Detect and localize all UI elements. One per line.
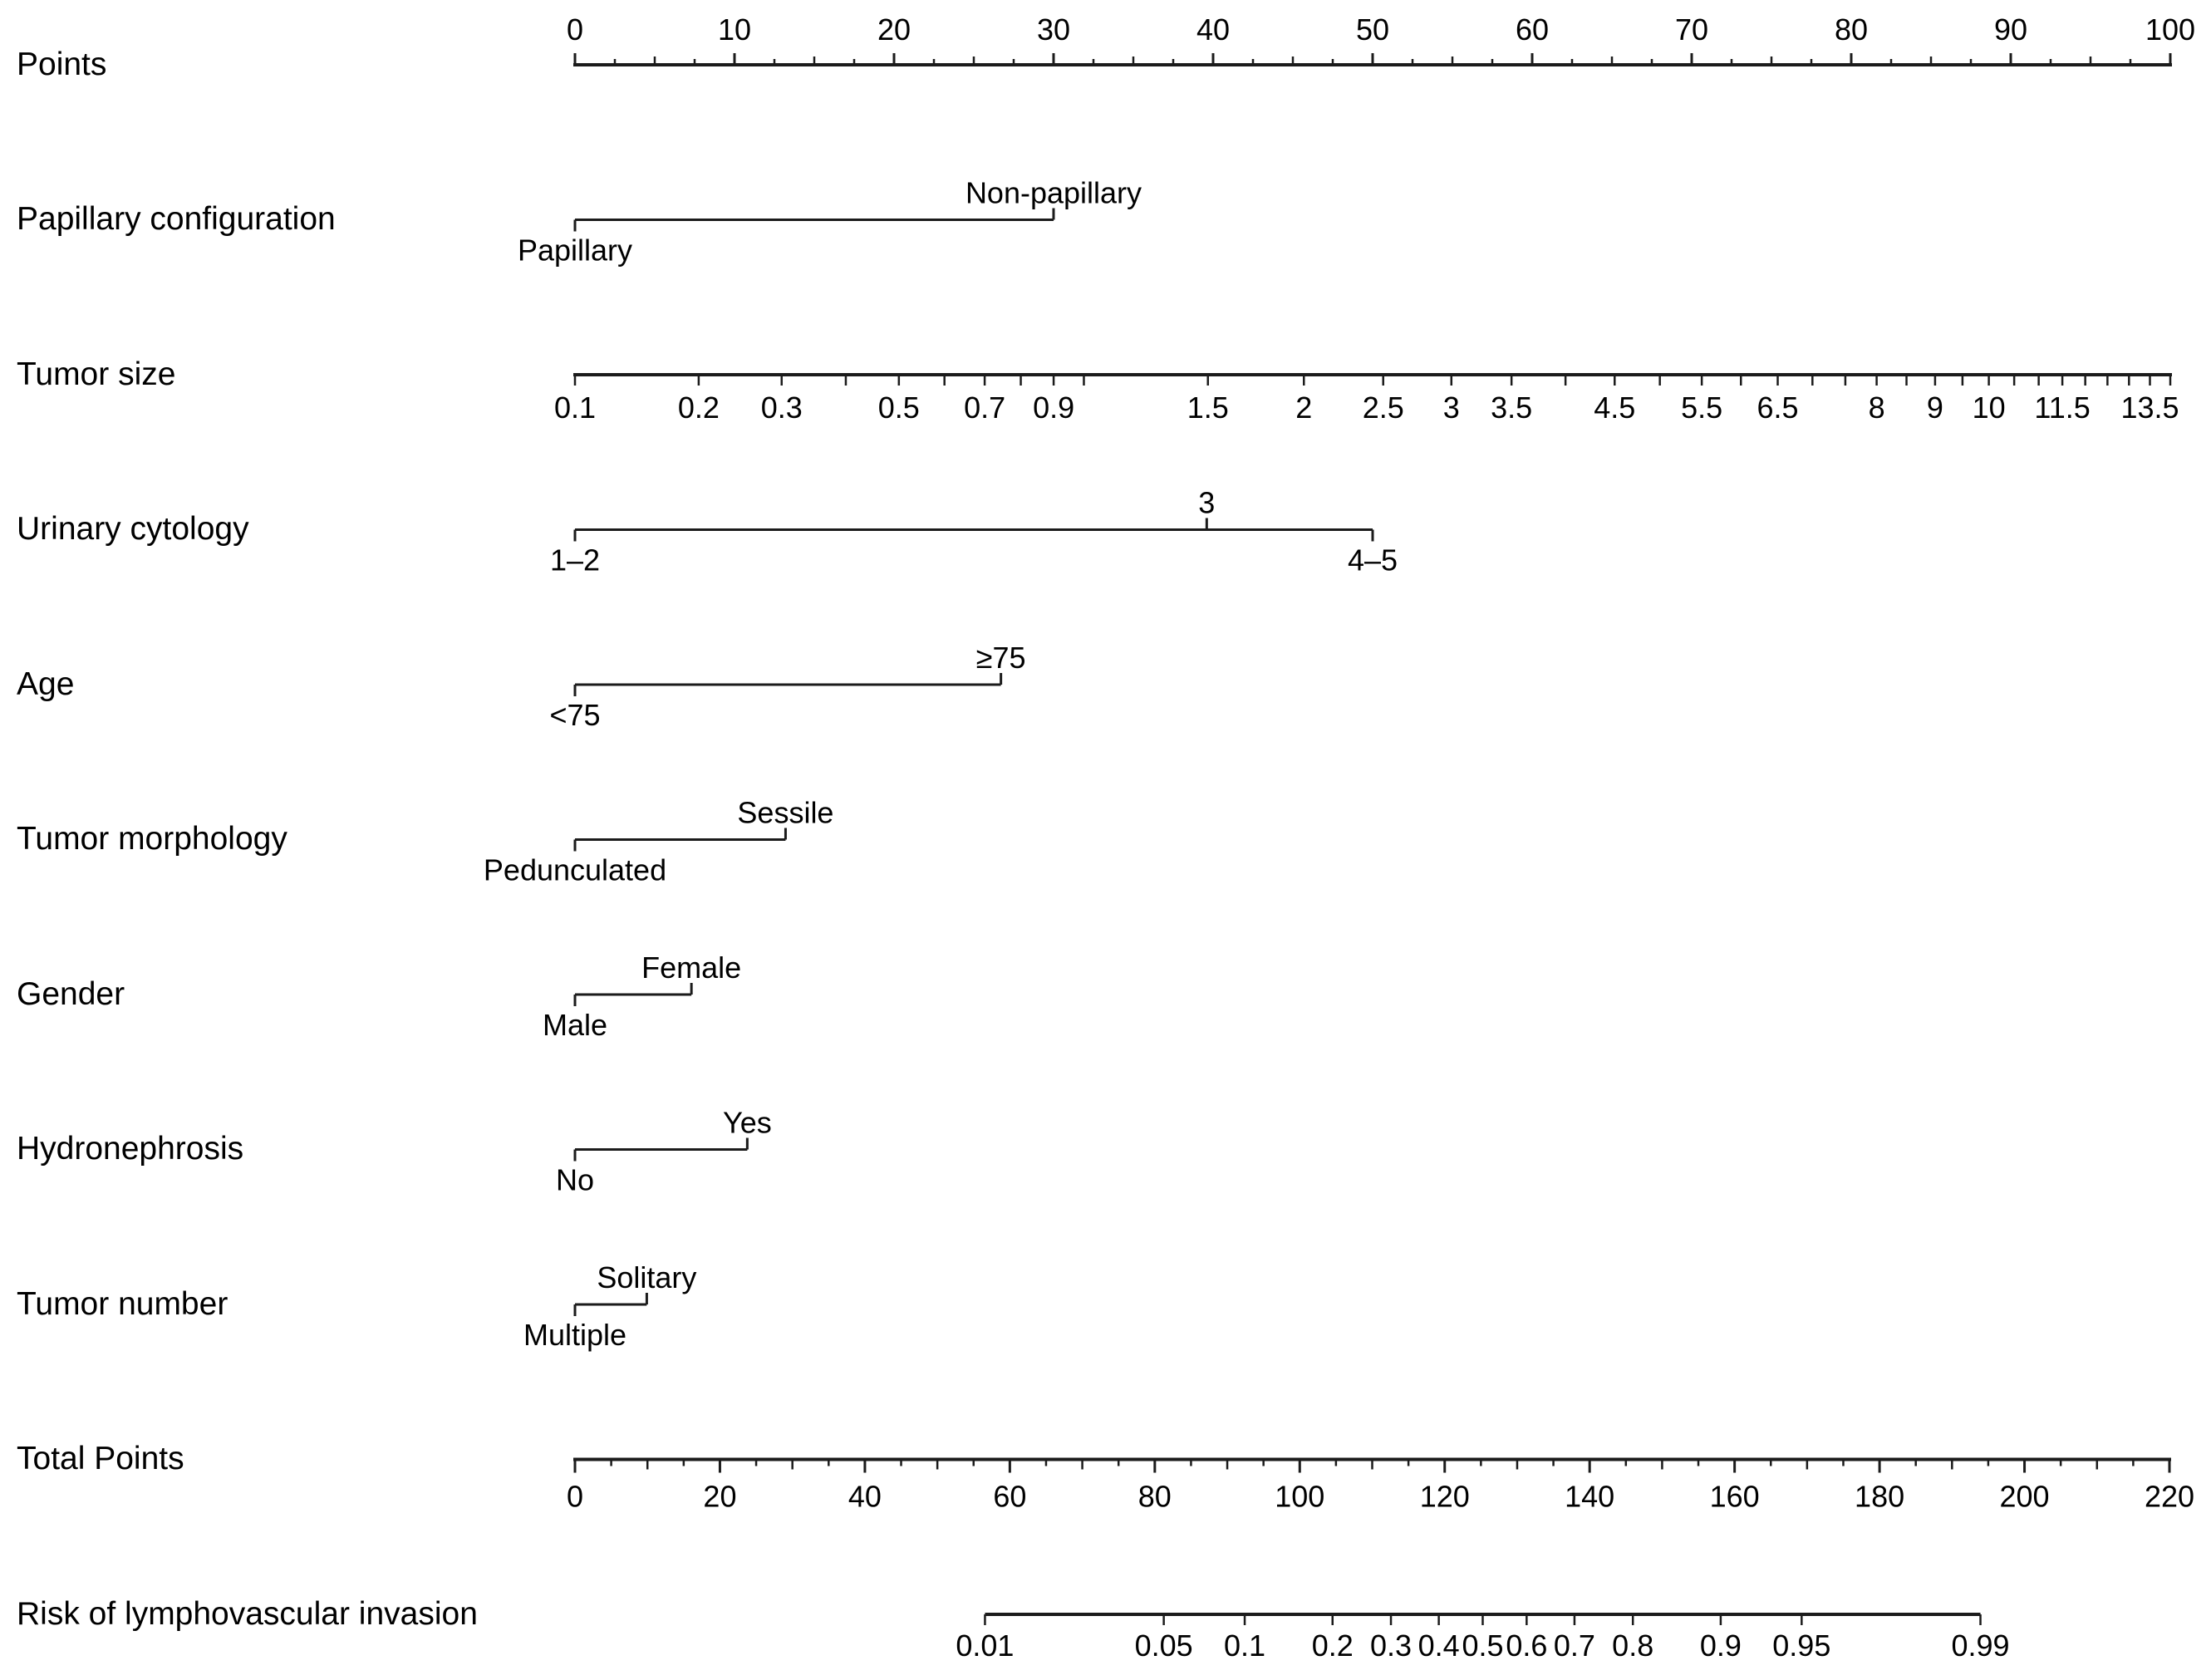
total-points-tick-label: 100: [1275, 1480, 1324, 1514]
total-points-tick-label: 120: [1420, 1480, 1470, 1514]
total-points-tick-label: 220: [2145, 1480, 2194, 1514]
risk-tick-label: 0.2: [1312, 1628, 1354, 1663]
tumor-size-tick-label: 0.1: [554, 391, 596, 425]
age-category-label: <75: [549, 698, 600, 732]
tumor-size-tick-label: 2: [1295, 391, 1312, 425]
tumor-size-tick-label: 11.5: [2034, 391, 2090, 425]
risk-tick-label: 0.7: [1554, 1628, 1595, 1663]
tumor-size-tick-label: 4.5: [1594, 391, 1635, 425]
tumor-size-tick-label: 0.9: [1033, 391, 1074, 425]
points-tick-label: 50: [1356, 12, 1389, 47]
total-points-tick-label: 140: [1565, 1480, 1614, 1514]
tumor-size-tick-label: 6.5: [1757, 391, 1799, 425]
tumor-size-tick-label: 13.5: [2120, 391, 2179, 425]
tumor-size-tick-label: 2.5: [1363, 391, 1404, 425]
tumor-size-tick-label: 5.5: [1681, 391, 1722, 425]
risk-tick-label: 0.9: [1700, 1628, 1742, 1663]
urinary_cytology-category-label: 1–2: [550, 543, 600, 577]
points-tick-label: 70: [1675, 12, 1708, 47]
age-category-label: ≥75: [976, 641, 1026, 675]
risk-tick-label: 0.95: [1772, 1628, 1830, 1663]
tumor_number-category-label: Multiple: [523, 1318, 626, 1352]
tumor-size-tick-label: 1.5: [1187, 391, 1229, 425]
row-label-risk: Risk of lymphovascular invasion: [17, 1596, 478, 1632]
points-tick-label: 40: [1196, 12, 1230, 47]
risk-tick-label: 0.5: [1462, 1628, 1503, 1663]
hydronephrosis-category-label: Yes: [723, 1106, 772, 1140]
gender-category-label: Female: [641, 951, 741, 985]
gender-category-label: Male: [543, 1008, 607, 1042]
risk-tick-label: 0.6: [1506, 1628, 1547, 1663]
risk-tick-label: 0.05: [1135, 1628, 1193, 1663]
points-tick-label: 10: [718, 12, 751, 47]
risk-tick-label: 0.99: [1951, 1628, 2009, 1663]
points-tick-label: 90: [1994, 12, 2027, 47]
risk-tick-label: 0.01: [956, 1628, 1014, 1663]
row-label-tumor-size: Tumor size: [17, 356, 176, 392]
tumor-size-tick-label: 0.7: [964, 391, 1005, 425]
row-label-hydronephrosis: Hydronephrosis: [17, 1131, 244, 1167]
total-points-tick-label: 60: [993, 1480, 1026, 1514]
risk-tick-label: 0.1: [1224, 1628, 1265, 1663]
urinary_cytology-category-label: 4–5: [1348, 543, 1398, 577]
risk-tick-label: 0.8: [1612, 1628, 1653, 1663]
total-points-tick-label: 200: [2000, 1480, 2050, 1514]
row-label-age: Age: [17, 666, 75, 702]
tumor-size-tick-label: 9: [1927, 391, 1943, 425]
row-label-tumor-morphology: Tumor morphology: [17, 821, 287, 857]
total-points-tick-label: 80: [1138, 1480, 1172, 1514]
risk-tick-label: 0.4: [1418, 1628, 1460, 1663]
row-label-total-points: Total Points: [17, 1441, 184, 1476]
tumor-size-tick-label: 10: [1973, 391, 2006, 425]
total-points-tick-label: 20: [703, 1480, 736, 1514]
tumor-size-tick-label: 3: [1443, 391, 1460, 425]
points-tick-label: 30: [1037, 12, 1070, 47]
points-tick-label: 0: [567, 12, 583, 47]
row-label-points: Points: [17, 47, 107, 82]
hydronephrosis-category-label: No: [556, 1163, 594, 1197]
total-points-tick-label: 0: [567, 1480, 583, 1514]
papillary_configuration-category-label: Papillary: [518, 233, 632, 268]
tumor-size-tick-label: 0.2: [678, 391, 720, 425]
points-tick-label: 60: [1516, 12, 1549, 47]
tumor_number-category-label: Solitary: [597, 1260, 696, 1294]
tumor_morphology-category-label: Pedunculated: [484, 853, 666, 887]
total-points-tick-label: 160: [1710, 1480, 1760, 1514]
risk-tick-label: 0.3: [1370, 1628, 1412, 1663]
papillary_configuration-category-label: Non-papillary: [965, 176, 1142, 210]
tumor-size-tick-label: 0.3: [761, 391, 803, 425]
points-tick-label: 80: [1835, 12, 1868, 47]
points-tick-label: 20: [877, 12, 911, 47]
row-label-tumor-number: Tumor number: [17, 1286, 228, 1322]
total-points-tick-label: 180: [1855, 1480, 1904, 1514]
tumor_morphology-category-label: Sessile: [737, 796, 833, 830]
tumor-size-tick-label: 0.5: [878, 391, 920, 425]
row-label-gender: Gender: [17, 976, 125, 1012]
total-points-tick-label: 40: [848, 1480, 882, 1514]
points-tick-label: 100: [2145, 12, 2195, 47]
tumor-size-tick-label: 8: [1869, 391, 1885, 425]
urinary_cytology-category-label: 3: [1198, 486, 1215, 520]
row-label-papillary-configuration: Papillary configuration: [17, 201, 336, 237]
tumor-size-tick-label: 3.5: [1491, 391, 1532, 425]
row-label-urinary-cytology: Urinary cytology: [17, 511, 249, 547]
